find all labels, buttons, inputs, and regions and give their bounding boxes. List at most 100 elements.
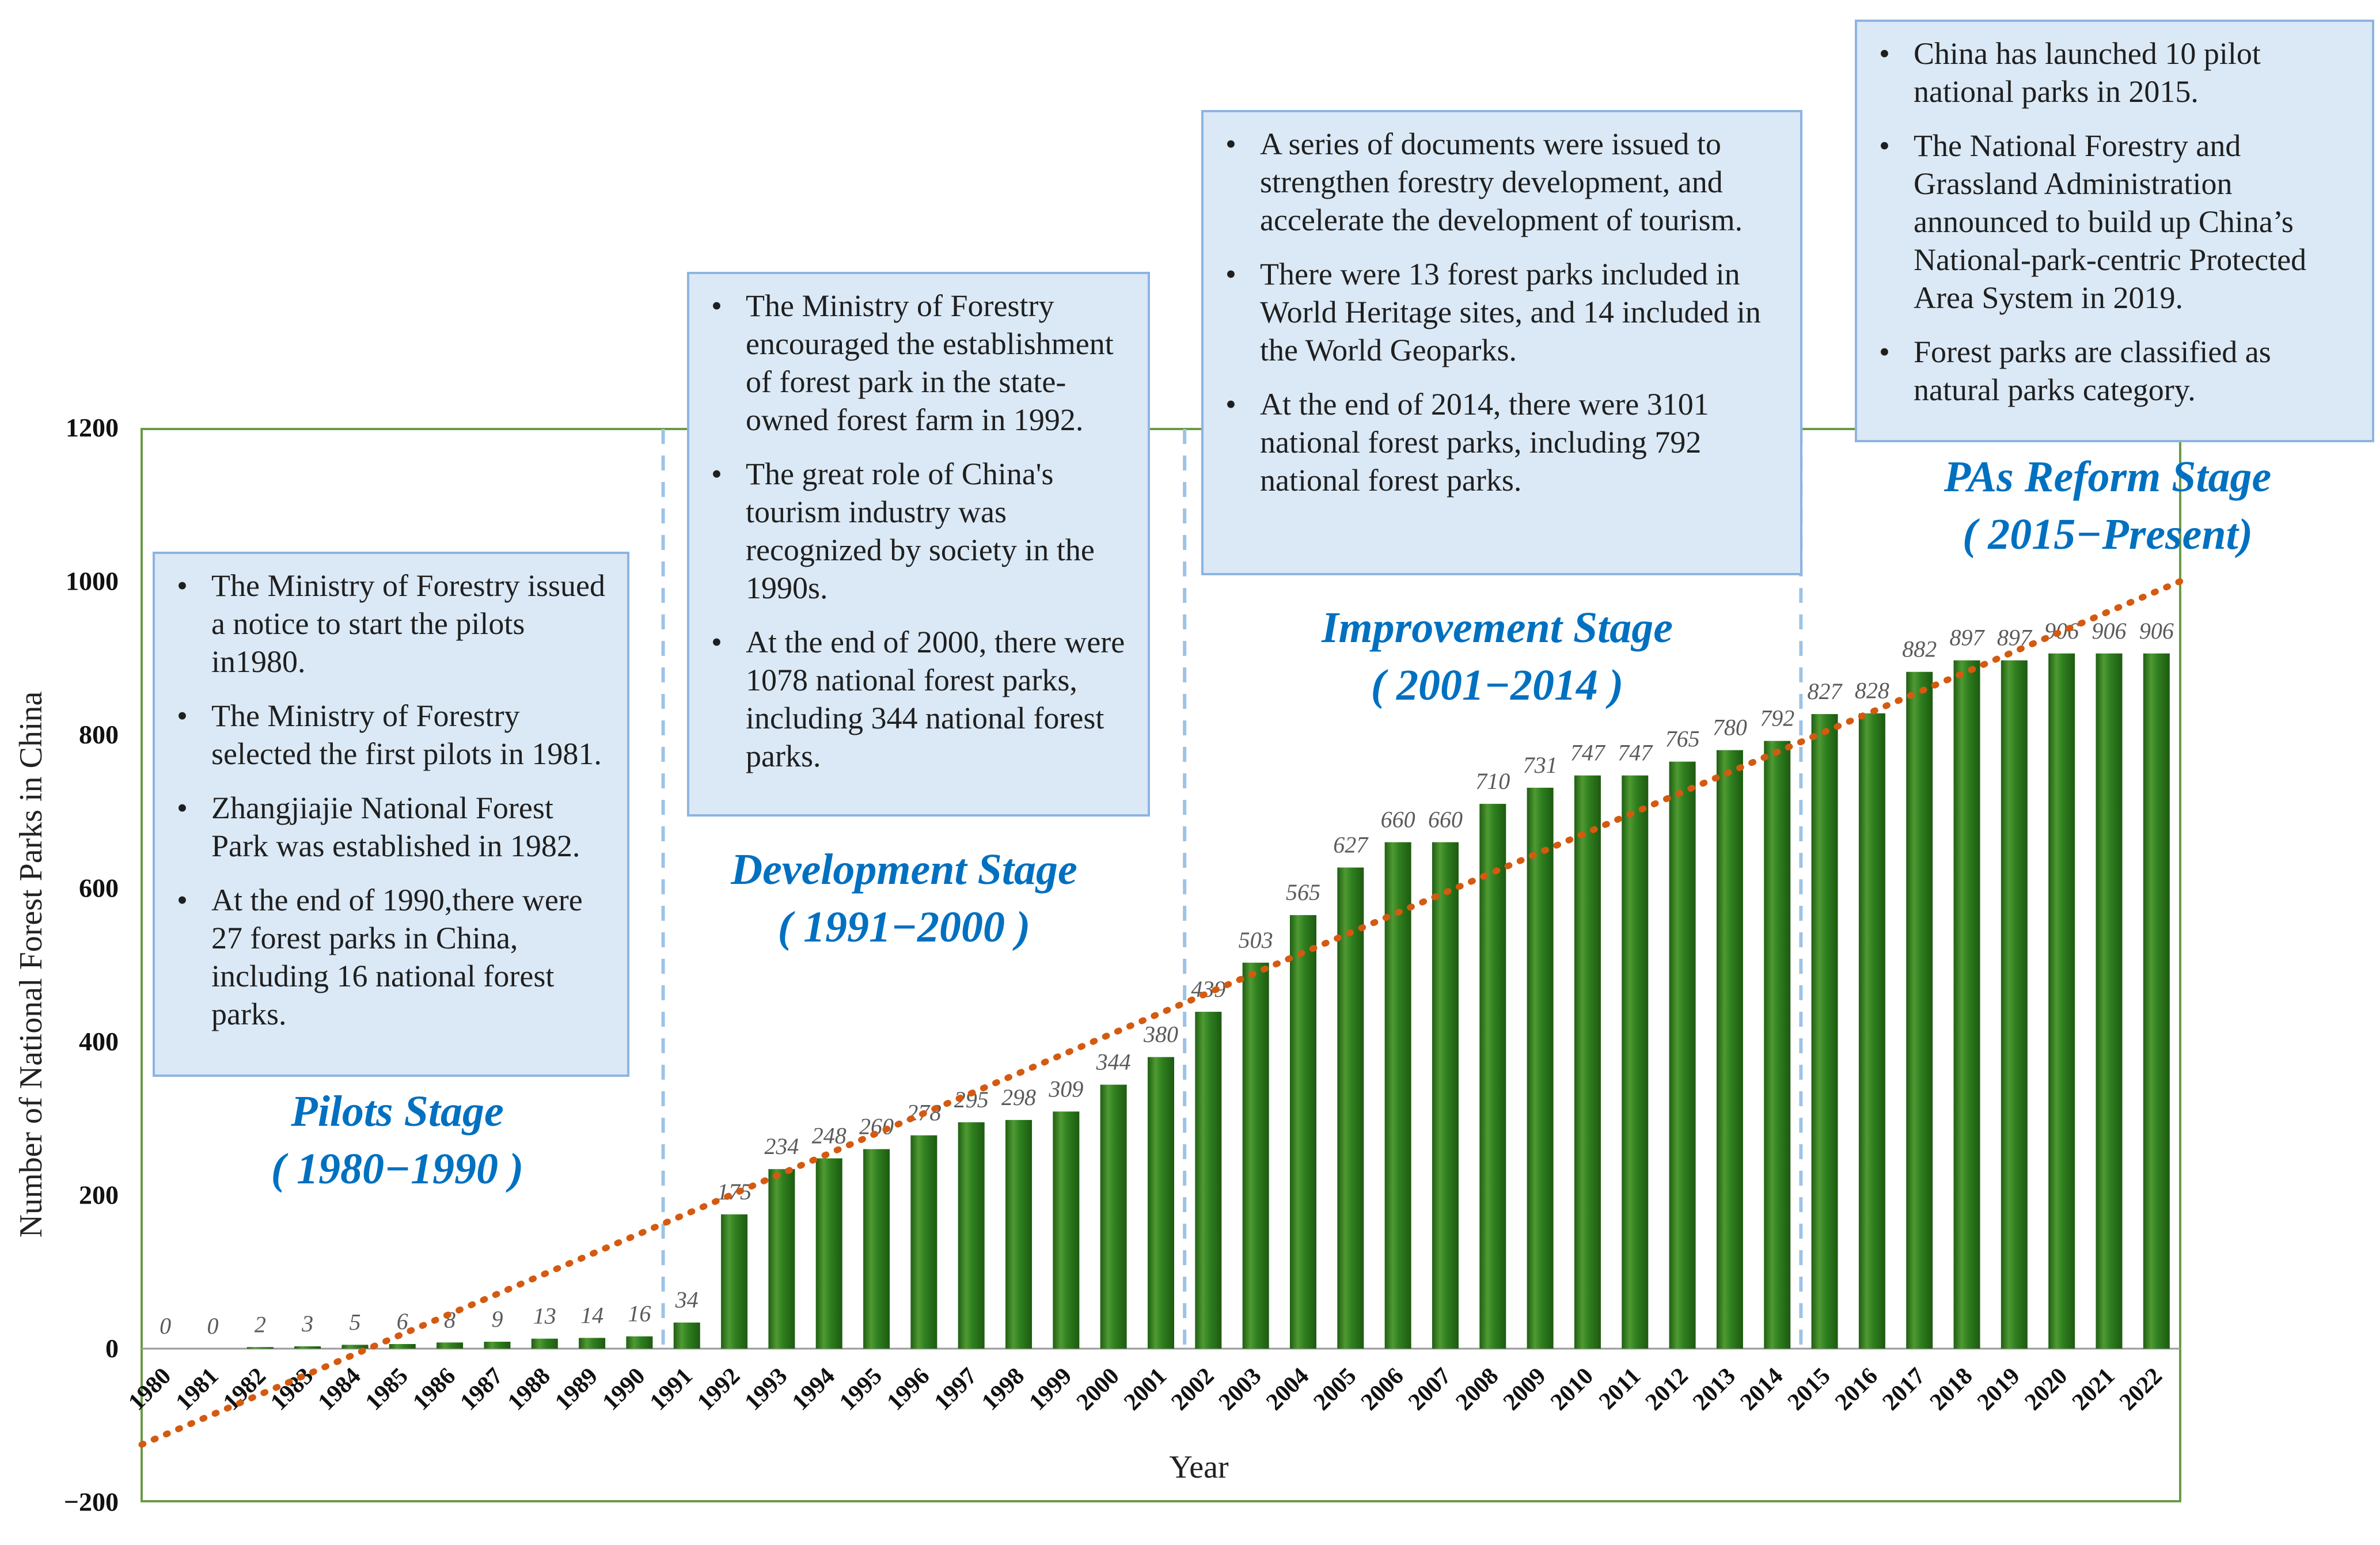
- value-label: 9: [491, 1306, 503, 1332]
- x-tick-label: 2010: [1546, 1363, 1599, 1416]
- bar-1998: [1005, 1119, 1033, 1349]
- stage-name: Pilots Stage: [291, 1087, 504, 1136]
- value-label: 344: [1096, 1049, 1131, 1075]
- bar-2010: [1574, 775, 1601, 1349]
- bar-1992: [721, 1214, 748, 1349]
- bar-2018: [1953, 660, 1980, 1349]
- bar-1991: [673, 1322, 700, 1349]
- bar-2021: [2096, 653, 2123, 1349]
- value-label: 882: [1902, 636, 1937, 662]
- reform-stage-notes: China has launched 10 pilot national par…: [1855, 20, 2374, 442]
- bar-2013: [1716, 750, 1743, 1349]
- x-tick-label: 2017: [1877, 1363, 1930, 1416]
- bar-1993: [768, 1169, 795, 1349]
- x-tick-label: 2008: [1451, 1363, 1504, 1416]
- value-label: 8: [444, 1307, 455, 1333]
- y-tick-label: −200: [64, 1487, 119, 1517]
- bar-1989: [579, 1338, 606, 1349]
- x-tick-label: 2022: [2115, 1363, 2168, 1416]
- x-tick-label: 2018: [1925, 1363, 1978, 1416]
- trend-line: [138, 578, 2184, 1448]
- bar-1983: [294, 1346, 321, 1349]
- stage-period: ( 2015−Present): [1962, 510, 2253, 559]
- y-tick-label: 400: [79, 1027, 119, 1056]
- x-tick-label: 2014: [1735, 1363, 1788, 1416]
- bar-1994: [815, 1158, 842, 1349]
- value-label: 710: [1475, 768, 1510, 794]
- value-label: 309: [1048, 1076, 1083, 1102]
- x-tick-label: 2005: [1308, 1363, 1361, 1416]
- x-tick-label: 2016: [1830, 1363, 1883, 1416]
- value-label: 298: [1001, 1084, 1036, 1110]
- stage-name: Improvement Stage: [1321, 603, 1673, 652]
- x-tick-label: 2001: [1119, 1363, 1172, 1416]
- x-tick-label: 1992: [692, 1363, 745, 1416]
- x-tick-label: 1984: [313, 1363, 366, 1416]
- value-label: 175: [717, 1179, 751, 1205]
- bar-1987: [484, 1342, 511, 1349]
- value-label: 906: [2139, 618, 2174, 644]
- x-tick-label: 2012: [1641, 1363, 1694, 1416]
- improvement-stage-title: Improvement Stage ( 2001−2014 ): [1261, 599, 1733, 714]
- improvement-stage-notes: A series of documents were issued to str…: [1201, 110, 1802, 575]
- x-tick-label: 1996: [882, 1363, 935, 1416]
- value-label: 747: [1570, 740, 1606, 766]
- x-tick-label: 1987: [455, 1363, 508, 1416]
- x-tick-label: 1981: [171, 1363, 224, 1416]
- value-label: 0: [160, 1313, 171, 1339]
- bar-1984: [341, 1345, 369, 1349]
- note-item: China has launched 10 pilot national par…: [1879, 35, 2357, 111]
- value-label: 14: [580, 1302, 603, 1328]
- y-tick-label: 0: [105, 1334, 119, 1363]
- stage-period: ( 1991−2000 ): [777, 903, 1031, 951]
- bar-1999: [1053, 1111, 1080, 1349]
- value-label: 5: [349, 1309, 360, 1335]
- value-label: 16: [628, 1301, 651, 1327]
- bar-2022: [2143, 653, 2170, 1349]
- plot-frame: [141, 428, 2181, 1502]
- value-label: 897: [1997, 625, 2033, 651]
- x-tick-label: 2000: [1072, 1363, 1125, 1416]
- bar-2014: [1764, 741, 1791, 1349]
- development-stage-title: Development Stage ( 1991−2000 ): [674, 841, 1134, 956]
- x-tick-label: 1989: [550, 1363, 603, 1416]
- x-tick-label: 2011: [1594, 1363, 1646, 1415]
- bar-1986: [436, 1342, 464, 1349]
- pilots-stage-title: Pilots Stage ( 1980−1990 ): [207, 1083, 587, 1198]
- note-item: Forest parks are classified as natural p…: [1879, 333, 2357, 409]
- value-label: 439: [1191, 976, 1225, 1002]
- bar-2009: [1527, 787, 1554, 1349]
- value-label: 792: [1760, 705, 1794, 731]
- bar-2016: [1858, 713, 1885, 1349]
- value-label: 906: [2044, 618, 2079, 644]
- value-label: 660: [1381, 807, 1415, 833]
- bar-2011: [1622, 775, 1649, 1349]
- bar-2019: [2001, 660, 2028, 1349]
- value-label: 248: [812, 1123, 847, 1149]
- bar-1997: [958, 1122, 985, 1349]
- x-tick-label: 1995: [834, 1363, 887, 1416]
- x-tick-label: 1985: [360, 1363, 413, 1416]
- bar-2006: [1384, 842, 1411, 1349]
- bar-1985: [389, 1344, 416, 1349]
- x-tick-label: 2021: [2067, 1363, 2120, 1416]
- note-item: The Ministry of Forestry issued a notice…: [177, 567, 612, 681]
- y-tick-label: 1200: [66, 413, 119, 442]
- x-tick-label: 2013: [1688, 1363, 1741, 1416]
- value-label: 828: [1855, 678, 1889, 704]
- value-label: 565: [1286, 879, 1320, 905]
- bar-2002: [1195, 1012, 1222, 1349]
- stage-period: ( 2001−2014 ): [1371, 661, 1624, 709]
- value-label: 13: [533, 1303, 556, 1329]
- x-tick-label: 1993: [740, 1363, 793, 1416]
- value-label: 6: [397, 1308, 408, 1334]
- note-item: At the end of 2000, there were 1078 nati…: [711, 623, 1133, 775]
- x-tick-label: 2004: [1261, 1363, 1314, 1416]
- bar-2017: [1906, 671, 1933, 1349]
- note-item: The great role of China's tourism indust…: [711, 455, 1133, 607]
- bar-2008: [1479, 803, 1506, 1349]
- note-item: There were 13 forest parks included in W…: [1225, 255, 1785, 369]
- x-tick-label: 1998: [977, 1363, 1030, 1416]
- value-label: 503: [1239, 927, 1273, 953]
